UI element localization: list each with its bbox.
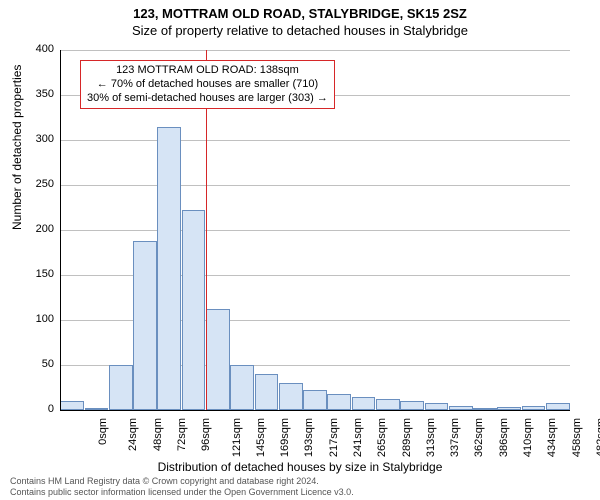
- histogram-bar: [255, 374, 279, 410]
- x-tick-label: 410sqm: [522, 418, 534, 457]
- histogram-bar: [60, 401, 84, 410]
- histogram-bar: [206, 309, 230, 410]
- histogram-bar: [303, 390, 327, 410]
- x-tick-label: 0sqm: [97, 418, 109, 445]
- y-tick-label: 250: [14, 178, 54, 190]
- histogram-bar: [327, 394, 351, 410]
- annotation-line: ← 70% of detached houses are smaller (71…: [87, 78, 328, 92]
- footer-line-2: Contains public sector information licen…: [10, 487, 354, 498]
- gridline: [60, 50, 570, 51]
- x-tick-label: 169sqm: [279, 418, 291, 457]
- x-tick-label: 265sqm: [376, 418, 388, 457]
- histogram-bar: [352, 397, 376, 410]
- histogram-bar: [230, 365, 254, 410]
- histogram-bar: [109, 365, 133, 410]
- x-axis-line: [60, 410, 570, 411]
- x-tick-label: 289sqm: [401, 418, 413, 457]
- gridline: [60, 140, 570, 141]
- x-axis-label: Distribution of detached houses by size …: [0, 460, 600, 474]
- y-tick-label: 300: [14, 133, 54, 145]
- footer-attribution: Contains HM Land Registry data © Crown c…: [10, 476, 354, 498]
- y-axis-line: [60, 50, 61, 410]
- x-tick-label: 434sqm: [546, 418, 558, 457]
- x-tick-label: 121sqm: [231, 418, 243, 457]
- gridline: [60, 185, 570, 186]
- histogram-bar: [400, 401, 424, 410]
- histogram-bar: [182, 210, 206, 410]
- y-tick-label: 150: [14, 268, 54, 280]
- x-tick-label: 386sqm: [498, 418, 510, 457]
- x-tick-label: 458sqm: [571, 418, 583, 457]
- annotation-line: 123 MOTTRAM OLD ROAD: 138sqm: [87, 64, 328, 78]
- x-tick-label: 337sqm: [449, 418, 461, 457]
- x-tick-label: 193sqm: [304, 418, 316, 457]
- gridline: [60, 230, 570, 231]
- histogram-bar: [157, 127, 181, 411]
- x-tick-label: 96sqm: [200, 418, 212, 451]
- y-tick-label: 350: [14, 88, 54, 100]
- x-tick-label: 313sqm: [425, 418, 437, 457]
- x-tick-label: 362sqm: [474, 418, 486, 457]
- x-tick-label: 72sqm: [176, 418, 188, 451]
- annotation-box: 123 MOTTRAM OLD ROAD: 138sqm← 70% of det…: [80, 60, 335, 109]
- chart-title-main: 123, MOTTRAM OLD ROAD, STALYBRIDGE, SK15…: [0, 0, 600, 21]
- y-tick-label: 100: [14, 313, 54, 325]
- x-tick-label: 482sqm: [595, 418, 600, 457]
- annotation-line: 30% of semi-detached houses are larger (…: [87, 92, 328, 106]
- histogram-bar: [133, 241, 157, 410]
- histogram-bar: [546, 403, 570, 410]
- x-tick-label: 24sqm: [127, 418, 139, 451]
- chart-title-sub: Size of property relative to detached ho…: [0, 21, 600, 38]
- x-tick-label: 48sqm: [152, 418, 164, 451]
- x-tick-label: 145sqm: [255, 418, 267, 457]
- y-tick-label: 200: [14, 223, 54, 235]
- y-tick-label: 50: [14, 358, 54, 370]
- y-tick-label: 0: [14, 403, 54, 415]
- histogram-bar: [425, 403, 449, 410]
- footer-line-1: Contains HM Land Registry data © Crown c…: [10, 476, 354, 487]
- x-tick-label: 217sqm: [328, 418, 340, 457]
- chart-plot-area: 0501001502002503003504000sqm24sqm48sqm72…: [60, 50, 570, 410]
- histogram-bar: [279, 383, 303, 410]
- histogram-bar: [376, 399, 400, 410]
- y-tick-label: 400: [14, 43, 54, 55]
- x-tick-label: 241sqm: [352, 418, 364, 457]
